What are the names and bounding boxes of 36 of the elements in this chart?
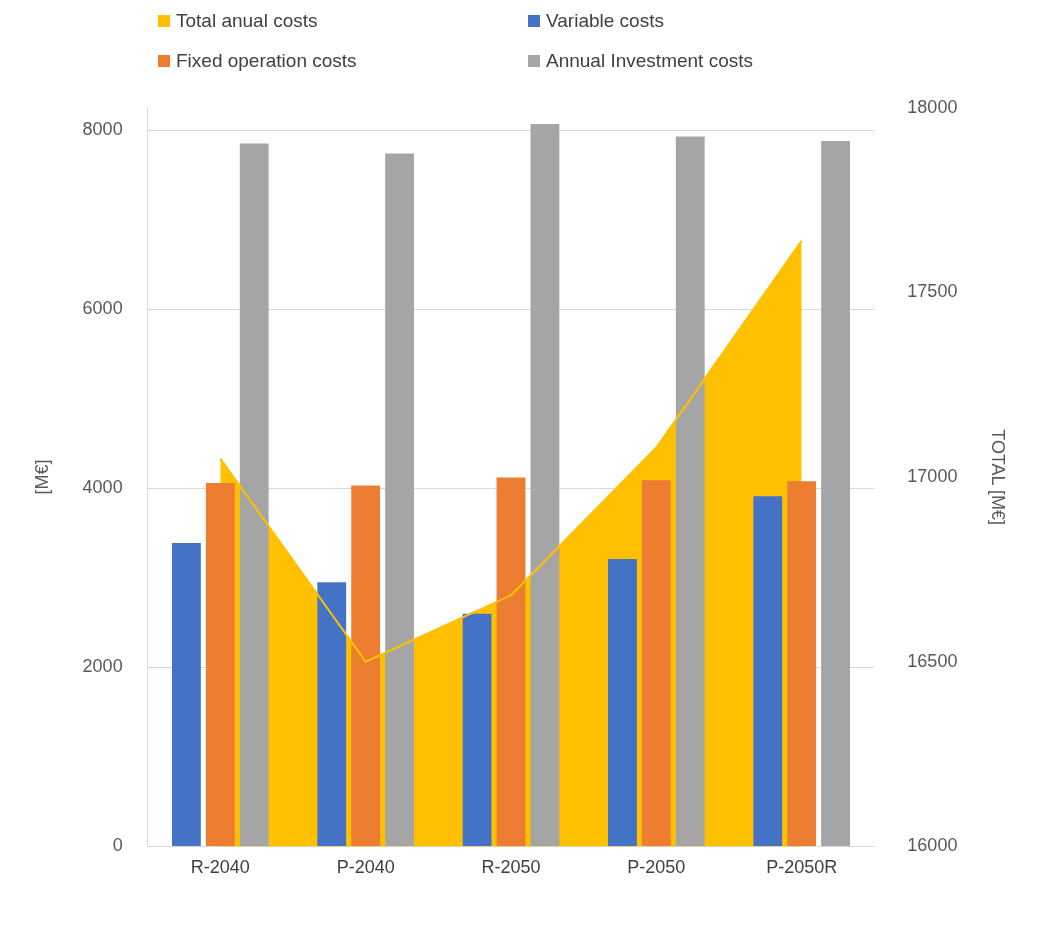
bar	[239, 143, 269, 846]
bar	[385, 153, 414, 846]
legend-label: Variable costs	[546, 10, 664, 32]
bar	[317, 582, 347, 846]
bar	[821, 140, 850, 846]
y-tick-label: 8000	[82, 119, 123, 140]
bar	[753, 496, 783, 846]
bar	[462, 613, 492, 846]
y2-tick-label: 18000	[907, 96, 958, 117]
y-axis-title: [M€]	[31, 459, 52, 495]
legend-label: Total anual costs	[176, 10, 318, 32]
y2-tick-label: 16000	[907, 835, 958, 856]
y-tick-label: 0	[112, 835, 123, 856]
y-tick-label: 2000	[82, 656, 123, 677]
bar	[171, 542, 201, 846]
x-tick-label: P-2040	[336, 857, 395, 878]
legend-label: Fixed operation costs	[176, 50, 357, 72]
x-tick-label: R-2050	[481, 857, 541, 878]
bar	[351, 485, 381, 846]
x-tick-label: P-2050R	[766, 857, 838, 878]
y2-tick-label: 17500	[907, 281, 958, 302]
legend-label: Annual Investment costs	[546, 50, 753, 72]
bar	[641, 480, 671, 846]
bar	[787, 481, 817, 846]
y2-tick-label: 17000	[907, 466, 958, 487]
y-tick-label: 6000	[82, 298, 123, 319]
y2-tick-label: 16500	[907, 650, 958, 671]
y2-axis-title: TOTAL [M€]	[988, 429, 1009, 525]
bar	[530, 123, 560, 846]
x-tick-label: R-2040	[190, 857, 250, 878]
bar	[608, 559, 637, 846]
bar	[496, 477, 526, 846]
y-tick-label: 4000	[82, 477, 123, 498]
bar	[675, 136, 705, 846]
x-tick-label: P-2050	[627, 857, 686, 878]
bar	[205, 482, 235, 846]
